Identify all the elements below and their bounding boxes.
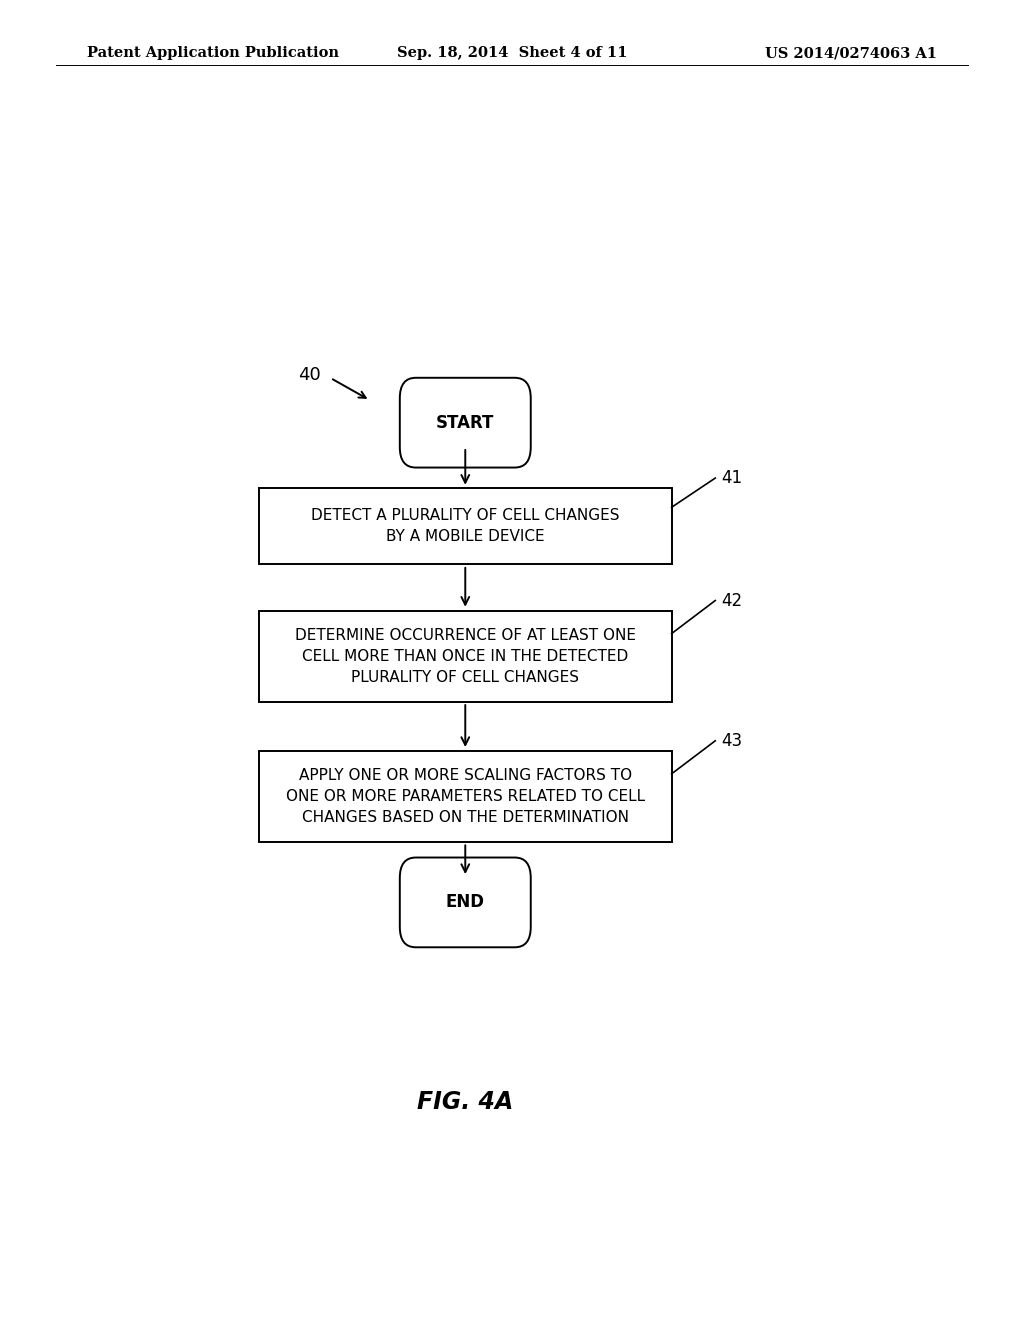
Text: US 2014/0274063 A1: US 2014/0274063 A1	[765, 46, 937, 61]
FancyBboxPatch shape	[399, 858, 530, 948]
Text: FIG. 4A: FIG. 4A	[417, 1089, 513, 1114]
Text: Sep. 18, 2014  Sheet 4 of 11: Sep. 18, 2014 Sheet 4 of 11	[396, 46, 628, 61]
Text: DETECT A PLURALITY OF CELL CHANGES
BY A MOBILE DEVICE: DETECT A PLURALITY OF CELL CHANGES BY A …	[311, 508, 620, 544]
Text: Patent Application Publication: Patent Application Publication	[87, 46, 339, 61]
Text: 41: 41	[722, 469, 742, 487]
Text: START: START	[436, 413, 495, 432]
Bar	[259, 488, 672, 565]
Bar	[259, 751, 672, 842]
FancyBboxPatch shape	[399, 378, 530, 467]
Text: 43: 43	[722, 731, 742, 750]
Text: 40: 40	[298, 366, 321, 384]
Bar	[259, 611, 672, 702]
Text: DETERMINE OCCURRENCE OF AT LEAST ONE
CELL MORE THAN ONCE IN THE DETECTED
PLURALI: DETERMINE OCCURRENCE OF AT LEAST ONE CEL…	[295, 628, 636, 685]
Text: 42: 42	[722, 591, 742, 610]
Text: END: END	[445, 894, 484, 911]
Text: APPLY ONE OR MORE SCALING FACTORS TO
ONE OR MORE PARAMETERS RELATED TO CELL
CHAN: APPLY ONE OR MORE SCALING FACTORS TO ONE…	[286, 768, 645, 825]
